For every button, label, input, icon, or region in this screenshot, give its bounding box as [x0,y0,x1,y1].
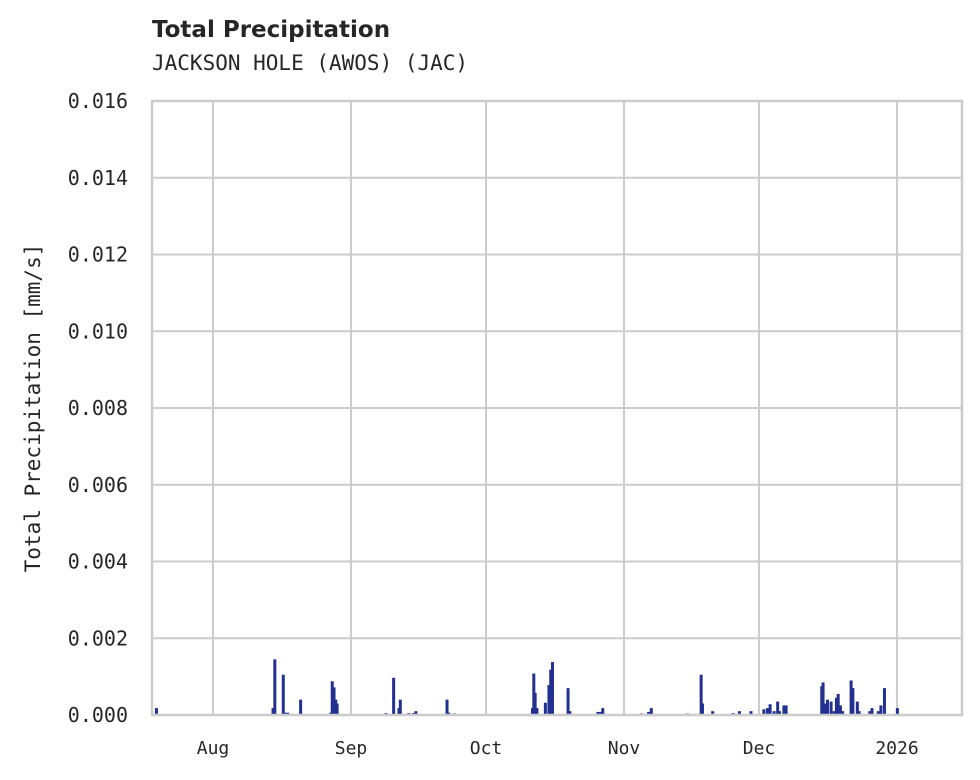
precip-bar [765,708,769,715]
precip-bar [882,688,886,715]
precip-bar [535,708,539,715]
precip-bar [851,688,855,715]
x-tick-label: Aug [197,738,230,759]
precip-bar [699,674,703,715]
precip-bar [445,699,449,715]
precip-bar [649,708,653,715]
precip-bar [879,705,883,715]
precip-bar [841,711,845,715]
plot-frame [150,99,964,717]
precip-bar [543,702,547,715]
precip-bar [700,703,704,715]
y-tick-label: 0.010 [68,319,128,343]
y-tick-label: 0.012 [68,243,128,267]
precip-bar [711,711,715,715]
grid-lines [152,100,962,716]
precip-bar [855,701,859,715]
precip-bar [414,711,418,715]
precip-bar [299,699,303,715]
precip-bar [749,711,753,715]
y-tick-label: 0.004 [68,550,128,574]
precip-bar [392,677,396,715]
chart-title: Total Precipitation [152,17,391,43]
precip-bar [281,674,285,715]
y-axis-label: Total Precipitation [mm/s] [21,244,45,573]
y-tick-label: 0.016 [68,89,128,113]
precip-bar [596,711,600,715]
precip-bar [834,697,838,715]
precip-bar [737,711,741,715]
precip-bar [599,711,603,715]
precip-bar [335,703,339,715]
precip-bar [857,711,861,715]
precip-bar [870,708,874,715]
precip-bar [547,685,551,715]
precip-bar [776,701,780,715]
precipitation-bars [154,659,899,715]
precip-bar [895,708,899,715]
y-tick-label: 0.002 [68,626,128,650]
precip-bar [876,711,880,715]
precip-bar [601,708,605,715]
precip-bar [332,687,336,715]
precip-bar [768,704,772,715]
precip-bar [777,711,781,715]
precip-bar [533,692,537,715]
precip-bar [273,659,277,715]
precip-bar [849,680,853,715]
x-tick-label: Nov [608,738,641,759]
precip-bar [821,682,825,715]
precip-bar [824,703,828,715]
y-tick-label: 0.014 [68,166,128,190]
precip-bar [826,699,830,715]
precip-bar [398,699,402,715]
x-tick-label: Dec [743,738,776,759]
precip-bar [836,693,840,715]
y-tick-label: 0.000 [68,703,128,727]
x-axis-ticks: Aug Sep Oct Nov Dec 2026 [197,738,919,759]
precip-bar [566,688,570,715]
chart-subtitle: JACKSON HOLE (AWOS) (JAC) [152,51,469,75]
precip-bar [832,711,836,715]
precip-bar [772,711,776,715]
precip-bar [784,705,788,715]
y-tick-label: 0.008 [68,396,128,420]
precip-bar [782,705,786,715]
precip-bar [829,701,833,715]
precip-bar [647,711,651,715]
x-tick-label: 2026 [875,738,918,759]
precip-bar [330,681,334,715]
y-tick-label: 0.006 [68,473,128,497]
x-tick-label: Oct [470,738,503,759]
precip-bar [568,711,572,715]
y-axis-ticks: 0.000 0.002 0.004 0.006 0.008 0.010 0.012 0.014… [68,89,128,727]
precip-bar [271,708,275,715]
precip-bar [838,705,842,715]
x-tick-label: Sep [335,738,368,759]
precip-bar [762,709,766,715]
precip-bar [868,711,872,715]
precip-bar [551,662,554,715]
precip-bar [154,708,158,715]
precip-bar [549,669,553,715]
